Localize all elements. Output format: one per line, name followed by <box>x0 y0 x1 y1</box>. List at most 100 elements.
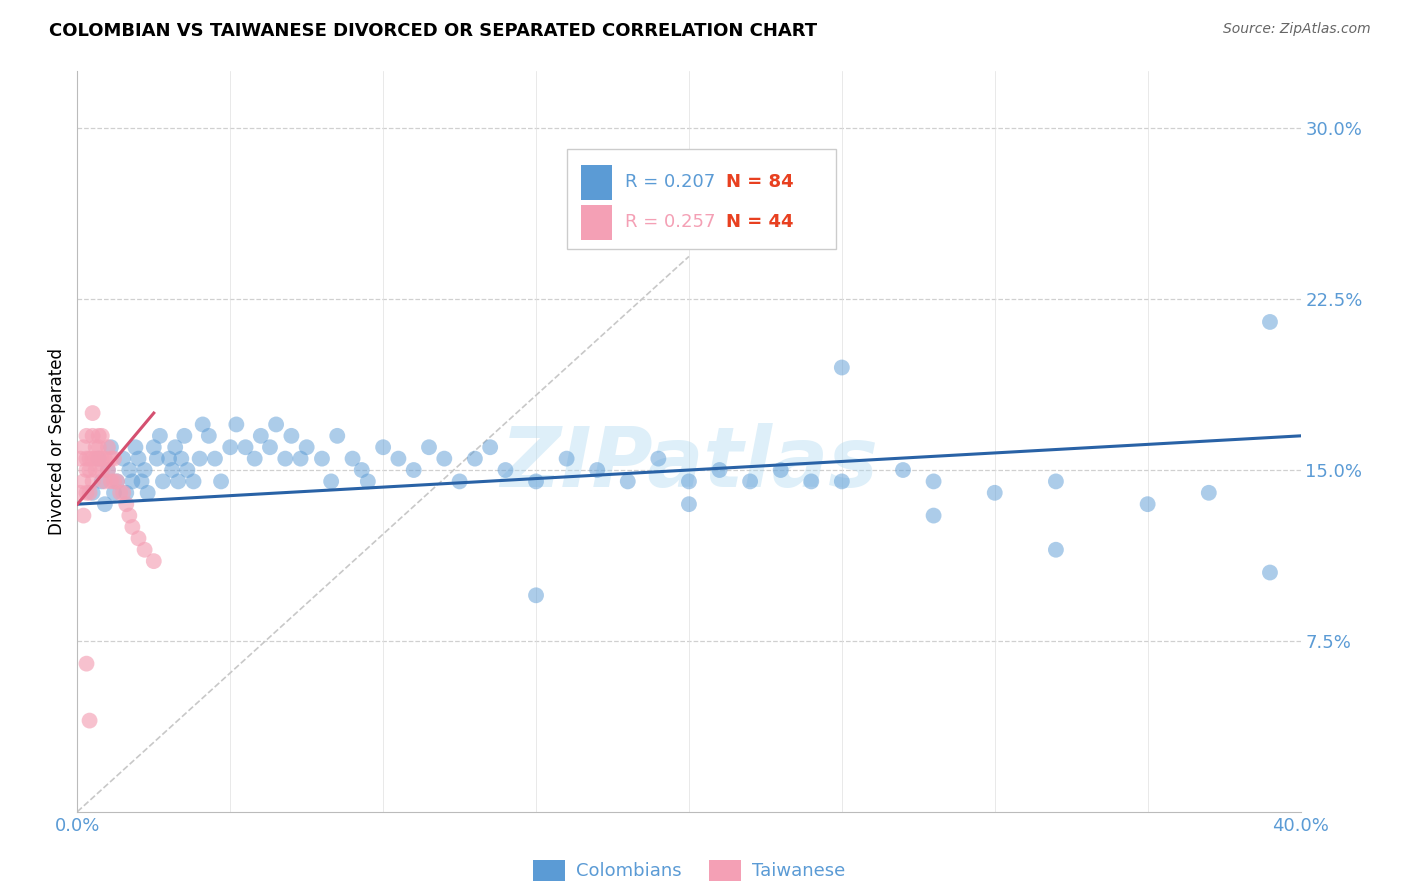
Point <box>204 451 226 466</box>
Point <box>922 475 945 489</box>
Point <box>449 475 471 489</box>
Point <box>82 406 104 420</box>
Point <box>250 429 273 443</box>
Point <box>90 475 112 489</box>
Text: R = 0.207: R = 0.207 <box>626 173 716 192</box>
Point <box>1258 315 1281 329</box>
Text: ZIPatlas: ZIPatlas <box>501 423 877 504</box>
Point <box>112 485 135 500</box>
Point <box>188 451 211 466</box>
Point <box>831 360 853 375</box>
Point <box>1198 485 1220 500</box>
Point <box>87 451 110 466</box>
Point <box>97 463 120 477</box>
Point <box>342 451 364 466</box>
Point <box>264 417 287 432</box>
Point <box>112 451 135 466</box>
Point <box>198 429 221 443</box>
Point <box>709 463 731 477</box>
Point <box>97 463 120 477</box>
Point <box>479 440 502 454</box>
Point <box>800 475 823 489</box>
Point <box>105 475 128 489</box>
Point <box>191 417 214 432</box>
Point <box>146 451 169 466</box>
Point <box>94 451 117 466</box>
Point <box>76 657 98 671</box>
Point <box>142 440 165 454</box>
Point <box>173 429 195 443</box>
Point <box>524 588 547 602</box>
Point <box>1045 475 1067 489</box>
Point <box>1045 542 1067 557</box>
Point <box>321 475 343 489</box>
Point <box>464 451 486 466</box>
Point <box>76 429 98 443</box>
Point <box>87 429 110 443</box>
Point <box>118 508 141 523</box>
Point <box>524 475 547 489</box>
Point <box>157 451 180 466</box>
Point <box>124 440 146 454</box>
Point <box>108 485 131 500</box>
Point <box>82 429 104 443</box>
Point <box>79 485 101 500</box>
Bar <box>581 204 612 240</box>
Point <box>79 451 101 466</box>
Point <box>90 463 112 477</box>
Point <box>84 451 107 466</box>
Point <box>72 440 94 454</box>
Point <box>115 485 138 500</box>
Point <box>418 440 440 454</box>
Point <box>433 451 456 466</box>
Text: N = 84: N = 84 <box>725 173 793 192</box>
Point <box>586 463 609 477</box>
Legend: Colombians, Taiwanese: Colombians, Taiwanese <box>526 853 852 888</box>
Point <box>357 475 380 489</box>
Point <box>82 451 104 466</box>
Point <box>243 451 266 466</box>
Point <box>103 475 125 489</box>
Point <box>69 485 91 500</box>
Point <box>152 475 174 489</box>
Point <box>94 475 117 489</box>
Point <box>617 475 640 489</box>
Text: N = 44: N = 44 <box>725 213 793 231</box>
Point <box>103 485 125 500</box>
Point <box>209 475 232 489</box>
Text: Source: ZipAtlas.com: Source: ZipAtlas.com <box>1223 22 1371 37</box>
Point <box>79 463 101 477</box>
Point <box>678 497 700 511</box>
Point <box>134 463 156 477</box>
Point <box>259 440 281 454</box>
Point <box>235 440 257 454</box>
Point <box>274 451 297 466</box>
Text: R = 0.257: R = 0.257 <box>626 213 716 231</box>
Point <box>94 497 117 511</box>
Point <box>131 475 153 489</box>
Point <box>311 451 333 466</box>
Text: COLOMBIAN VS TAIWANESE DIVORCED OR SEPARATED CORRELATION CHART: COLOMBIAN VS TAIWANESE DIVORCED OR SEPAR… <box>49 22 817 40</box>
Point <box>326 429 349 443</box>
Point <box>84 463 107 477</box>
Point <box>371 440 394 454</box>
Point <box>167 475 190 489</box>
Point <box>219 440 242 454</box>
Point <box>121 520 143 534</box>
Point <box>72 508 94 523</box>
Point <box>280 429 302 443</box>
Point <box>1258 566 1281 580</box>
Point <box>97 440 120 454</box>
Point <box>105 475 128 489</box>
Point <box>149 429 172 443</box>
Point <box>678 475 700 489</box>
Point <box>87 451 110 466</box>
Point <box>295 440 318 454</box>
Point <box>170 451 193 466</box>
Point <box>76 463 98 477</box>
Point <box>290 451 312 466</box>
Point <box>82 475 104 489</box>
Point <box>165 440 187 454</box>
Point <box>79 714 101 728</box>
Point <box>100 475 122 489</box>
